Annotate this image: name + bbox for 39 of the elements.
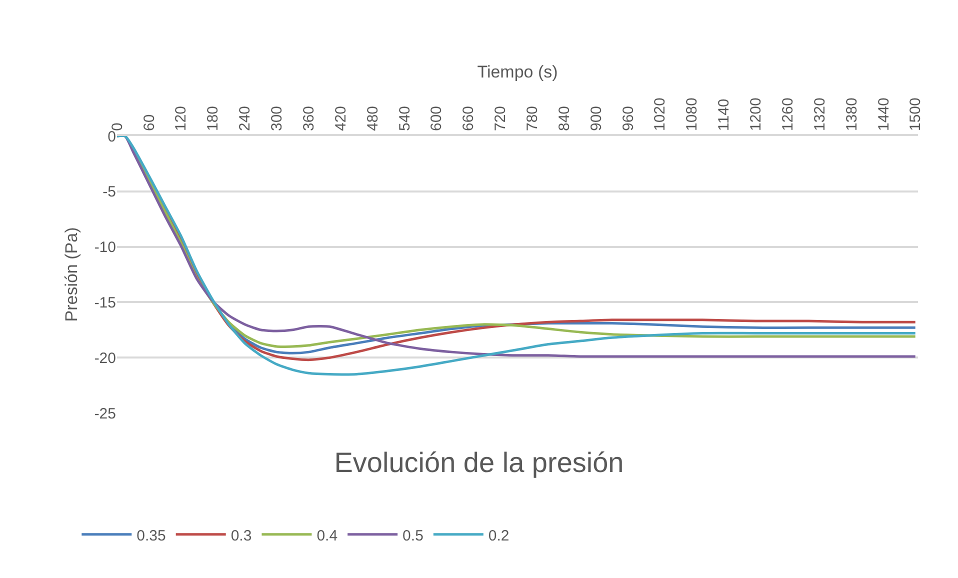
x-tick-label: 420 [332,106,350,131]
legend-label: 0.35 [136,527,166,544]
x-tick-label: 300 [268,106,286,131]
y-tick-label: -20 [94,350,116,367]
x-tick-label: 960 [620,106,637,131]
x-tick-label: 840 [556,106,573,131]
x-tick-label: 1020 [652,98,669,131]
legend-label: 0.3 [230,527,252,544]
y-tick-label: -5 [102,184,116,201]
x-tick-label: 240 [236,106,254,131]
legend-label: 0.5 [402,527,424,544]
x-tick-label: 480 [364,106,382,131]
legend-label: 0.2 [488,527,510,544]
x-tick-label: 900 [588,106,605,131]
legend-label: 0.4 [316,527,338,544]
y-tick-label: -10 [94,239,116,256]
x-axis-title: Tiempo (s) [477,62,558,82]
y-tick-label: -15 [94,294,116,312]
x-tick-label: 1140 [716,98,733,131]
x-tick-label: 600 [428,106,446,131]
x-tick-label: 660 [460,106,478,131]
x-tick-label: 540 [396,106,414,131]
x-tick-label: 780 [524,106,542,131]
y-axis-title: Presión (Pa) [62,227,81,322]
x-tick-label: 1320 [811,98,828,131]
y-tick-label: -25 [94,405,116,422]
x-tick-label: 1440 [875,98,892,131]
text: Evolución de la presión [334,446,624,478]
x-tick-label: 1080 [684,98,701,131]
x-tick-label: 120 [172,106,190,131]
x-tick-label: 180 [204,106,222,131]
x-tick-label: 720 [492,106,510,131]
x-tick-label: 360 [300,106,318,131]
x-tick-label: 1200 [748,98,765,131]
x-tick-label: 1500 [907,98,924,131]
x-tick-label: 1260 [779,98,796,131]
x-tick-label: 60 [140,114,158,131]
x-tick-label: 1380 [843,98,860,131]
x-tick-label: 0 [108,122,126,131]
